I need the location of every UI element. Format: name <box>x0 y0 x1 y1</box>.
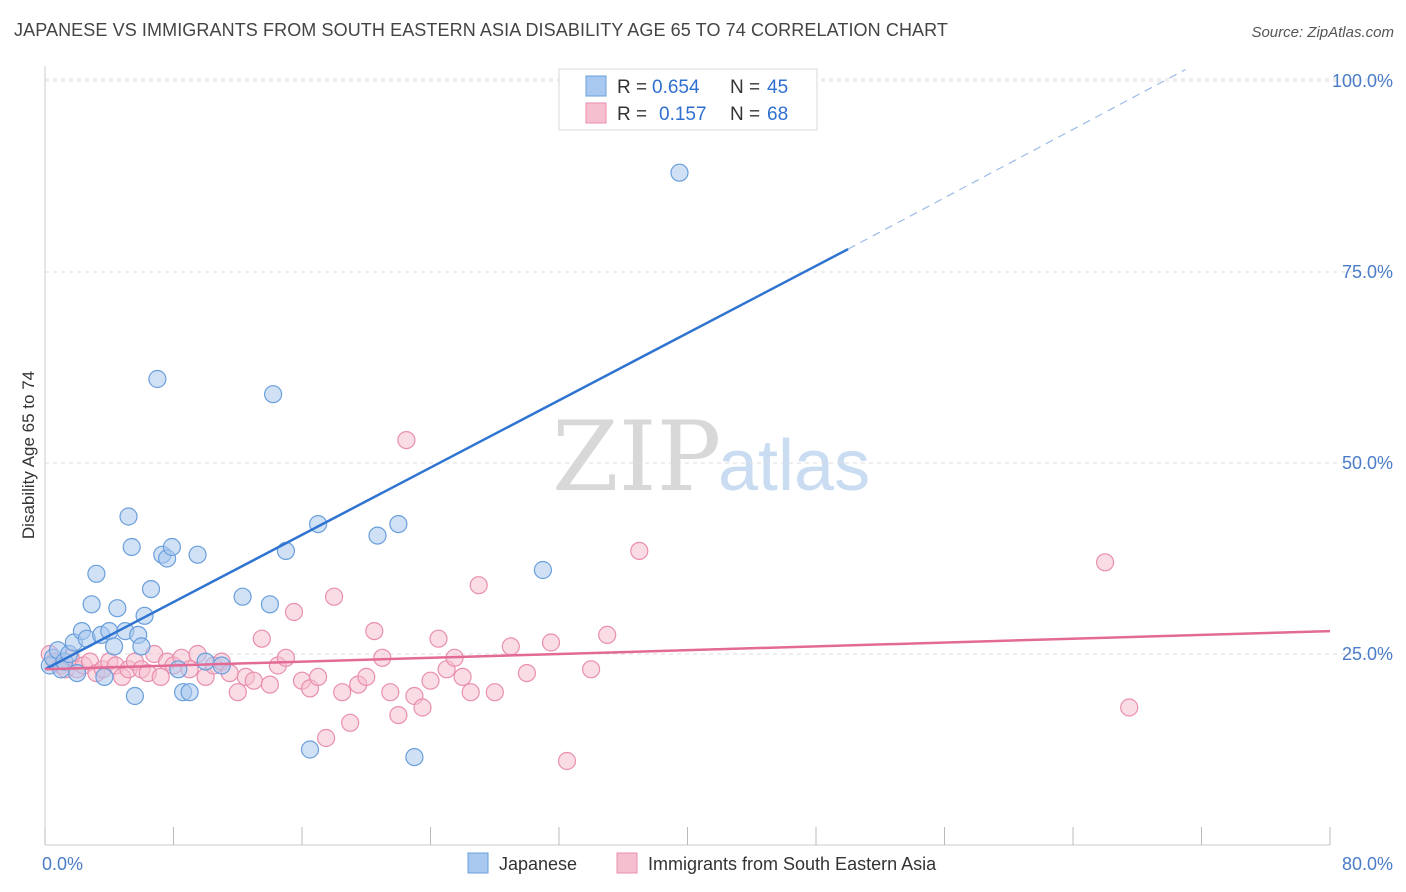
watermark-atlas: atlas <box>718 426 870 506</box>
legend-n-value-2: 68 <box>767 104 788 125</box>
immigrants-point <box>630 541 649 561</box>
immigrants-point <box>557 751 577 771</box>
japanese-point <box>533 560 553 580</box>
immigrants-point <box>252 629 271 648</box>
y-axis-label: Disability Age 65 to 74 <box>19 371 38 539</box>
japanese-point <box>125 686 144 706</box>
immigrants-point <box>244 671 263 690</box>
immigrants-point <box>357 667 376 687</box>
legend-n-value-1: 45 <box>767 77 788 98</box>
japanese-point <box>100 621 119 641</box>
immigrants-point <box>276 648 295 667</box>
japanese-point <box>108 599 127 618</box>
immigrants-point <box>541 633 561 652</box>
x-tick-label-max: 80.0% <box>1342 854 1393 874</box>
legend-swatch-immigrants <box>585 102 607 124</box>
japanese-point <box>368 526 387 545</box>
japanese-point <box>670 163 689 182</box>
immigrants-point <box>397 431 416 450</box>
japanese-point <box>82 595 101 614</box>
watermark: ZIP atlas <box>552 401 870 513</box>
legend-n-label-1: N = <box>730 77 760 98</box>
japanese-point <box>141 579 161 599</box>
immigrants-point <box>517 663 537 683</box>
immigrants-point <box>1095 553 1115 572</box>
legend-r-value-2: 0.157 <box>659 104 707 125</box>
immigrants-point <box>485 683 504 702</box>
axes: 25.0% 50.0% 75.0% 100.0% 0.0% 80.0% <box>42 66 1393 874</box>
japanese-trend-extension <box>847 69 1186 250</box>
immigrants-point <box>381 683 400 702</box>
japanese-point <box>87 564 106 583</box>
immigrants-point <box>469 576 488 595</box>
japanese-point <box>162 537 181 557</box>
immigrants-point <box>373 648 392 667</box>
immigrants-point <box>333 683 352 702</box>
immigrants-point <box>413 698 432 717</box>
immigrants-point <box>581 660 601 679</box>
legend-swatch-japanese <box>585 75 607 97</box>
japanese-point <box>233 587 252 606</box>
immigrants-point <box>228 683 247 702</box>
watermark-zip: ZIP <box>552 401 721 513</box>
japanese-point <box>260 595 279 614</box>
japanese-point <box>264 385 283 404</box>
immigrants-point <box>1120 698 1139 717</box>
legend-r-value-1: 0.654 <box>652 77 700 98</box>
japanese-point <box>212 656 231 675</box>
bottom-legend-label-japanese: Japanese <box>499 854 577 874</box>
immigrants-point <box>309 667 328 687</box>
immigrants-point <box>389 705 408 725</box>
japanese-point <box>95 667 114 687</box>
japanese-point <box>132 637 151 656</box>
immigrants-point <box>260 675 279 694</box>
japanese-point <box>148 369 167 389</box>
bottom-legend-swatch-immigrants <box>616 852 638 874</box>
japanese-point <box>122 537 141 557</box>
immigrants-point <box>317 728 336 748</box>
japanese-point <box>104 637 124 656</box>
legend-r-label-2: R = <box>617 104 647 125</box>
bottom-legend-label-immigrants: Immigrants from South Eastern Asia <box>648 854 937 874</box>
x-tick-label-min: 0.0% <box>42 854 83 874</box>
bottom-legend-swatch-japanese <box>467 852 489 874</box>
japanese-point <box>188 545 207 564</box>
japanese-point <box>180 683 199 702</box>
y-tick-label: 50.0% <box>1342 453 1393 473</box>
japanese-point <box>405 747 424 767</box>
immigrants-point <box>501 637 520 656</box>
chart-title: JAPANESE VS IMMIGRANTS FROM SOUTH EASTER… <box>14 20 949 40</box>
gridlines <box>45 78 1390 655</box>
japanese-point <box>169 660 188 679</box>
source-label: Source: ZipAtlas.com <box>1251 24 1394 41</box>
japanese-point <box>389 514 408 534</box>
legend-r-label-1: R = <box>617 77 647 98</box>
japanese-point <box>119 507 138 526</box>
immigrants-point <box>365 621 384 641</box>
y-tick-label: 25.0% <box>1342 644 1393 664</box>
stats-legend: R = 0.654 N = 45 R = 0.157 N = 68 <box>558 68 818 131</box>
y-tick-label: 75.0% <box>1342 262 1393 282</box>
immigrants-point <box>429 629 448 648</box>
immigrants-point <box>461 683 480 702</box>
japanese-trend-line <box>44 247 849 671</box>
immigrants-point <box>341 713 360 732</box>
y-tick-label: 100.0% <box>1332 71 1393 91</box>
japanese-point <box>300 740 320 759</box>
immigrants-point <box>325 587 344 606</box>
immigrants-point <box>598 625 617 645</box>
trend-lines <box>44 69 1331 671</box>
immigrants-trend-line <box>44 629 1331 671</box>
immigrants-point <box>284 602 304 622</box>
immigrants-point <box>151 667 170 687</box>
series-legend: Japanese Immigrants from South Eastern A… <box>467 852 937 874</box>
legend-n-label-2: N = <box>730 104 760 125</box>
immigrants-point <box>453 667 472 687</box>
japanese-point <box>196 652 215 671</box>
immigrants-point <box>421 671 440 690</box>
